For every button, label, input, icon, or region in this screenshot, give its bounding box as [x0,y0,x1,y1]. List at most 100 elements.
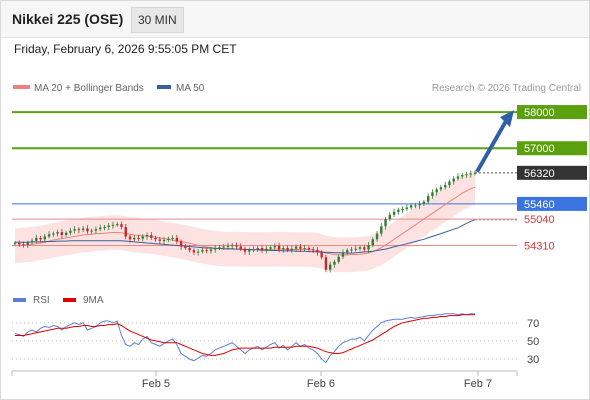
ma20-legend-swatch [13,85,30,89]
rsi-panel: 70 50 30 [12,313,539,366]
candle-body [465,174,468,176]
candle-body [47,234,51,237]
candle-body [461,174,464,177]
candle-body [124,227,127,237]
candle-body [77,229,81,231]
candle-body [320,252,323,258]
candle-body [350,249,353,251]
candle-body [371,239,374,246]
candle-body [277,245,281,250]
level-label: 58000 [524,107,555,119]
level-label: 56320 [524,168,555,180]
level-label-box-pivot [517,196,587,211]
candle-body [81,228,85,230]
candle-body [213,248,217,250]
candle-body [273,245,277,248]
candle-body [90,230,93,232]
forecast-arrowhead [500,110,514,128]
interval-badge[interactable]: 30 MIN [131,7,184,33]
candle-body [235,245,238,247]
candle-body [231,245,234,247]
candle-body [448,181,451,186]
candle-body [141,236,144,239]
candle-body [69,230,72,233]
forecast-arrow [475,120,508,173]
candle-body [94,229,98,231]
candle-body [333,261,336,265]
candle-body [337,256,340,262]
candle-body [188,248,191,251]
candle-body [392,211,396,215]
candle-body [175,237,179,242]
x-tick-label: Feb 6 [307,378,335,390]
candle-body [401,208,404,210]
candle-body [358,247,362,249]
candle-body [22,244,25,246]
candle-body [171,237,174,239]
candle-body [405,207,409,209]
candle-body [26,242,29,245]
level-label-box-resistance [517,105,587,120]
candle-body [311,249,315,251]
level-label: 55040 [524,214,555,226]
candle-body [422,201,426,204]
level-label: 57000 [524,143,555,155]
candle-body [145,235,149,237]
title-bar: Nikkei 225 (OSE) 30 MIN [1,1,589,38]
candle-body [260,248,264,251]
candle-body [354,248,357,250]
candle-body [282,248,285,250]
credit-text: Research © 2026 Trading Central [432,83,581,94]
rsi-tick-label: 30 [527,354,539,366]
candle-body [303,248,306,250]
candle-body [431,192,434,196]
candle-body [388,214,392,220]
candle-body [39,237,42,240]
candle-body [346,250,349,253]
candle-body [150,235,153,238]
candle-body [128,236,132,240]
candle-body [324,257,328,270]
candle-body [256,248,259,250]
candle-body [111,224,115,226]
candle-body [456,176,460,179]
candle-body [107,225,110,228]
candle-body [158,239,162,241]
candle-body [64,232,68,235]
candle-body [218,247,221,249]
candle-body [179,241,183,247]
rsi-line [14,313,475,364]
candle-body [248,250,251,252]
candle-body [341,252,345,257]
candle-body [290,248,294,251]
candle-body [222,246,225,248]
candle-body [286,248,289,251]
rsi-tick-label: 70 [527,318,539,330]
candle-body [73,229,76,231]
x-axis: Feb 5 Feb 6 Feb 7 [11,371,518,390]
candle-body [60,232,64,235]
candle-body [328,264,332,270]
instrument-title: Nikkei 225 (OSE) [12,11,124,27]
candle-body [226,245,230,247]
candle-body [116,224,119,226]
candle-body [316,250,319,253]
candle-body [269,247,272,249]
candle-body [167,238,170,241]
timestamp: Friday, February 6, 2026 9:55:05 PM CET [14,42,237,56]
candle-body [469,173,472,175]
candle-body [43,236,47,240]
candle-body [418,203,421,206]
candle-body [205,250,208,252]
candle-body [243,248,247,252]
level-label-box-last [517,165,587,180]
rsi-tick-label: 50 [527,336,539,348]
candle-body [103,227,106,229]
price-panel: 58000 57000 56320 55460 55040 54310 [12,105,587,273]
price-chart: MA 20 + Bollinger Bands MA 50 Research ©… [11,83,587,390]
candle-body [162,240,166,242]
candle-body [443,185,447,188]
candle-body [52,233,55,235]
candle-body [239,246,242,249]
candle-body [384,219,387,227]
